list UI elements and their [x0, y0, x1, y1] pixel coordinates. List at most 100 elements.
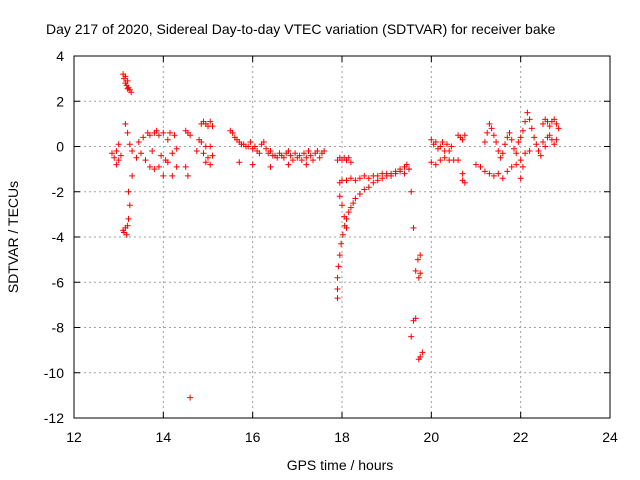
data-point [519, 163, 526, 170]
data-point [490, 132, 497, 139]
data-point [173, 145, 180, 152]
data-point [303, 154, 310, 161]
data-point [490, 172, 497, 179]
data-point [517, 175, 524, 182]
data-point [499, 175, 506, 182]
data-point [123, 231, 130, 238]
data-point [374, 172, 381, 179]
data-point [125, 188, 132, 195]
data-point [289, 157, 296, 164]
data-point [164, 159, 171, 166]
data-point [448, 143, 455, 150]
data-point [419, 349, 426, 356]
data-point [316, 154, 323, 161]
data-point [459, 170, 466, 177]
data-point [504, 134, 511, 141]
y-tick-label: -2 [52, 184, 65, 200]
data-point [392, 170, 399, 177]
data-point [209, 152, 216, 159]
x-tick-label: 18 [334, 429, 350, 445]
y-tick-label: 2 [56, 93, 64, 109]
data-point [345, 154, 352, 161]
y-tick-label: -8 [52, 320, 65, 336]
data-point [401, 170, 408, 177]
y-tick-label: -12 [44, 410, 64, 426]
data-point [155, 163, 162, 170]
data-point [343, 177, 350, 184]
data-point [486, 120, 493, 127]
data-point [502, 141, 508, 148]
data-point [113, 161, 120, 168]
data-point [361, 172, 368, 179]
data-point [207, 118, 214, 125]
data-point [158, 152, 165, 159]
x-tick-label: 12 [66, 429, 82, 445]
data-point [537, 152, 544, 159]
data-point [370, 179, 377, 186]
data-point [256, 150, 263, 157]
data-point [167, 129, 173, 136]
data-point [513, 150, 520, 157]
data-point [249, 161, 256, 168]
data-point [209, 123, 216, 130]
data-point [526, 116, 533, 123]
data-point [504, 168, 511, 175]
data-point [260, 139, 267, 145]
data-point [173, 163, 180, 170]
data-point [109, 150, 115, 157]
data-point [124, 222, 131, 229]
y-axis-label: SDTVAR / TECUs [5, 181, 21, 293]
data-point [477, 163, 484, 170]
data-point [171, 132, 178, 139]
data-point [149, 148, 156, 154]
data-point [432, 139, 439, 145]
data-point [484, 129, 491, 136]
data-point [508, 163, 515, 170]
data-point [339, 231, 346, 238]
data-point [122, 120, 129, 127]
data-point [459, 177, 466, 184]
data-point [146, 132, 153, 139]
data-point [334, 295, 341, 302]
data-point [488, 125, 495, 132]
data-point [115, 141, 122, 148]
x-tick-label: 16 [245, 429, 261, 445]
data-point [417, 270, 424, 277]
data-point [446, 148, 453, 154]
data-point [187, 132, 194, 139]
data-point [522, 118, 529, 125]
data-point [408, 333, 415, 340]
data-point [169, 150, 176, 157]
data-point [412, 315, 419, 322]
data-point [303, 161, 310, 168]
x-tick-label: 24 [602, 429, 618, 445]
data-point [459, 136, 466, 143]
data-point [403, 161, 410, 168]
data-point [345, 209, 352, 216]
data-point [251, 143, 258, 150]
data-point [361, 186, 368, 193]
data-point [555, 125, 562, 132]
data-point [524, 109, 531, 116]
data-point [481, 168, 488, 175]
data-point [551, 116, 558, 123]
x-axis-label: GPS time / hours [287, 457, 394, 473]
data-point [307, 152, 314, 159]
data-point [410, 224, 417, 231]
y-axis: -12 -10 -8 -6 -4 -2 0 2 4 [44, 48, 610, 426]
chart-title: Day 217 of 2020, Sidereal Day-to-day VTE… [46, 21, 556, 37]
data-point [128, 89, 135, 96]
data-point [432, 161, 439, 168]
data-point [495, 148, 502, 154]
data-point [356, 175, 363, 182]
data-point [528, 125, 535, 132]
data-point [412, 267, 419, 274]
data-point [267, 163, 274, 170]
y-tick-label: -6 [52, 274, 65, 290]
data-point [124, 77, 131, 84]
data-point [486, 170, 493, 177]
data-point [517, 157, 524, 164]
data-point [129, 172, 136, 179]
data-point [292, 150, 299, 157]
data-point [365, 184, 372, 191]
